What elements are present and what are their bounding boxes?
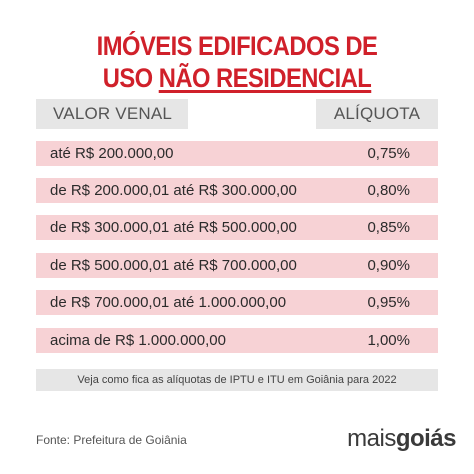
- title-line-2-plain: USO: [102, 63, 159, 93]
- column-header-rate: ALÍQUOTA: [316, 99, 438, 129]
- table-row: de R$ 200.000,01 até R$ 300.000,00 0,80%: [36, 178, 438, 203]
- row-range: de R$ 300.000,01 até R$ 500.000,00: [50, 219, 297, 236]
- row-rate: 0,85%: [367, 219, 410, 236]
- row-rate: 0,80%: [367, 182, 410, 199]
- table-row: acima de R$ 1.000.000,00 1,00%: [36, 328, 438, 353]
- row-range: de R$ 200.000,01 até R$ 300.000,00: [50, 182, 297, 199]
- title-line-1: IMÓVEIS EDIFICADOS DE: [96, 31, 378, 61]
- row-rate: 0,90%: [367, 257, 410, 274]
- logo-part-goias: goiás: [395, 425, 457, 452]
- page-title: IMÓVEIS EDIFICADOS DE USO NÃO RESIDENCIA…: [28, 30, 445, 94]
- title-line-2: USO NÃO RESIDENCIAL: [28, 62, 445, 94]
- logo-part-mais: mais: [347, 425, 396, 452]
- table-row: de R$ 500.000,01 até R$ 700.000,00 0,90%: [36, 253, 438, 278]
- title-line-2-underlined: NÃO RESIDENCIAL: [158, 63, 372, 93]
- table-row: de R$ 700.000,01 até 1.000.000,00 0,95%: [36, 290, 438, 315]
- row-rate: 0,75%: [367, 145, 410, 162]
- row-range: acima de R$ 1.000.000,00: [50, 332, 226, 349]
- table-row: de R$ 300.000,01 até R$ 500.000,00 0,85%: [36, 215, 438, 240]
- row-range: até R$ 200.000,00: [50, 145, 174, 162]
- brand-logo: maisgoiás: [347, 424, 456, 454]
- row-rate: 0,95%: [367, 294, 410, 311]
- row-range: de R$ 500.000,01 até R$ 700.000,00: [50, 257, 297, 274]
- row-range: de R$ 700.000,01 até 1.000.000,00: [50, 294, 287, 311]
- table-row: até R$ 200.000,00 0,75%: [36, 141, 438, 166]
- row-rate: 1,00%: [367, 332, 410, 349]
- column-header-value: VALOR VENAL: [36, 99, 188, 129]
- source-credit: Fonte: Prefeitura de Goiânia: [36, 433, 187, 447]
- footnote-link[interactable]: Veja como fica as alíquotas de IPTU e IT…: [36, 369, 438, 391]
